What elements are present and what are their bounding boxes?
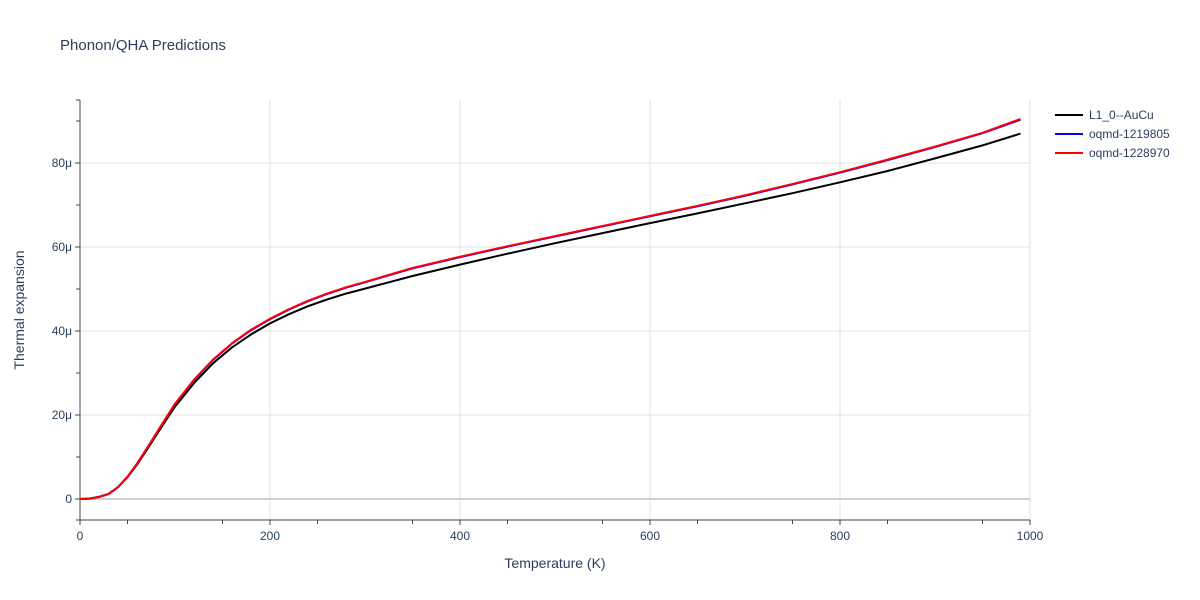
x-tick-label: 600 [640,529,660,543]
x-axis-title: Temperature (K) [504,555,605,571]
legend-label: oqmd-1228970 [1089,146,1170,160]
x-tick-label: 1000 [1017,529,1044,543]
y-tick-label: 80μ [52,156,72,170]
series-lines [79,117,1021,500]
x-tick-label: 800 [830,529,850,543]
y-tick-label: 0 [65,492,72,506]
legend-label: L1_0--AuCu [1089,108,1154,122]
chart-title: Phonon/QHA Predictions [60,37,226,54]
y-tick-label: 20μ [52,408,72,422]
series-line [79,117,1021,500]
legend[interactable]: L1_0--AuCu oqmd-1219805 oqmd-1228970 [1055,108,1170,160]
y-tick-label: 40μ [52,324,72,338]
x-tick-label: 200 [260,529,280,543]
series-line [79,132,1021,500]
x-tick-label: 400 [450,529,470,543]
grid-lines [80,100,1031,520]
legend-label: oqmd-1219805 [1089,127,1170,141]
y-axis-title: Thermal expansion [11,250,27,369]
axes: 0 200 400 600 800 1000 0 20μ 40μ 60μ 80μ [52,99,1044,543]
x-tick-label: 0 [77,529,84,543]
series-line [79,118,1021,500]
y-tick-label: 60μ [52,240,72,254]
